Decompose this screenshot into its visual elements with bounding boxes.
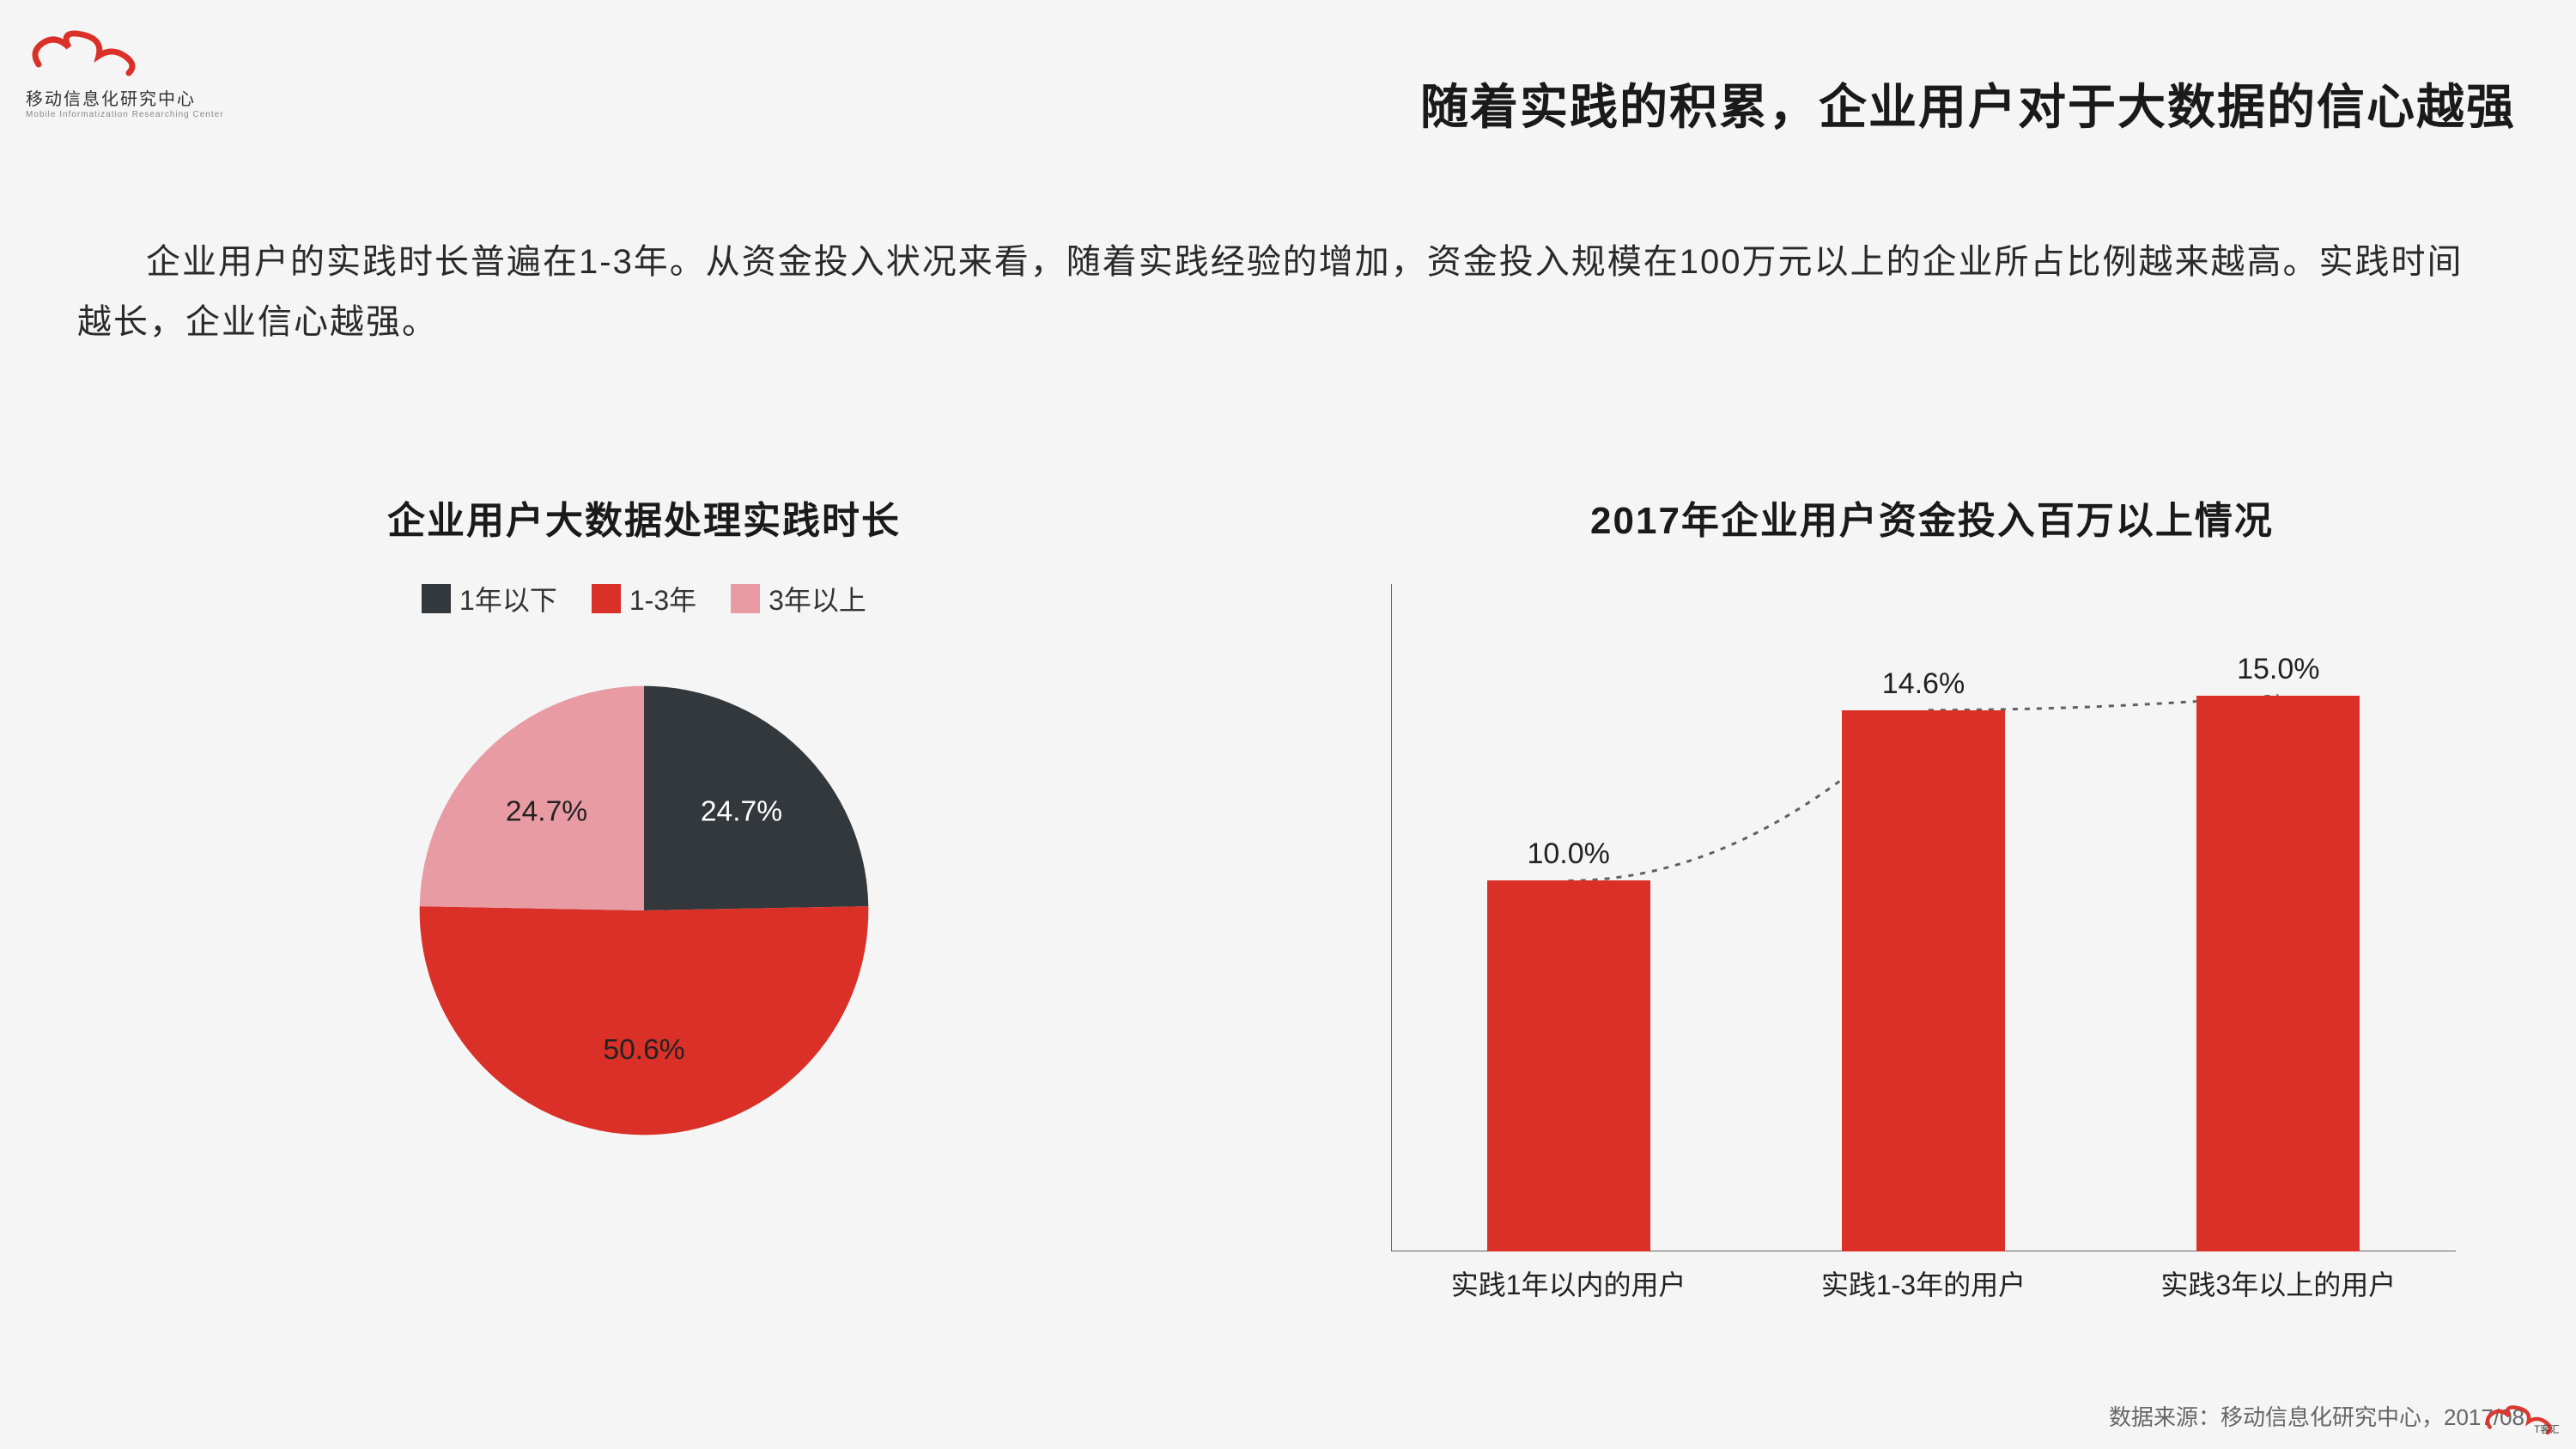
pie-svg: 24.7% 50.6% 24.7%	[404, 670, 884, 1151]
footer-logo-icon: T客汇	[2482, 1397, 2559, 1440]
page-title: 随着实践的积累，企业用户对于大数据的信心越强	[1420, 69, 2516, 138]
bar-chart-title: 2017年企业用户资金投入百万以上情况	[1288, 490, 2576, 545]
legend-label: 1-3年	[629, 579, 696, 618]
bar: 10.0%	[1487, 880, 1650, 1251]
bar-category-label: 实践3年以上的用户	[2101, 1263, 2456, 1303]
brand-logo: 移动信息化研究中心 Mobile Informatization Researc…	[26, 26, 249, 112]
logo-subtitle: 移动信息化研究中心	[26, 85, 249, 110]
svg-text:T客汇: T客汇	[2534, 1423, 2559, 1435]
bar-category-label: 实践1-3年的用户	[1746, 1263, 2100, 1303]
pie-slice-label: 24.7%	[506, 796, 587, 828]
pie-slice-label: 50.6%	[603, 1034, 684, 1066]
bar: 15.0%	[2196, 696, 2360, 1252]
logo-subtitle-en: Mobile Informatization Researching Cente…	[26, 110, 249, 119]
legend-item: 1年以下	[422, 579, 557, 618]
pie-chart-title: 企业用户大数据处理实践时长	[0, 490, 1288, 545]
bar-categories: 实践1年以内的用户实践1-3年的用户实践3年以上的用户	[1391, 1263, 2456, 1303]
chart-area: 企业用户大数据处理实践时长 1年以下1-3年3年以上 24.7%50.6%24.…	[0, 455, 2576, 1380]
bar-value-label: 15.0%	[2196, 653, 2360, 686]
body-paragraph: 企业用户的实践时长普遍在1-3年。从资金投入状况来看，随着实践经验的增加，资金投…	[77, 232, 2499, 352]
pie-slice-label: 24.7%	[701, 796, 782, 828]
pie-chart: 24.7% 50.6% 24.7%	[404, 670, 884, 1151]
legend-label: 3年以上	[769, 579, 866, 618]
logo-mark-icon	[26, 26, 146, 77]
legend-label: 1年以下	[459, 579, 557, 618]
pie-legend: 1年以下 1-3年 3年以上	[0, 579, 1288, 618]
bar: 14.6%	[1842, 710, 2005, 1251]
bar-value-label: 10.0%	[1487, 837, 1650, 871]
data-source-footer: 数据来源：移动信息化研究中心，2017/08	[2109, 1400, 2524, 1432]
legend-item: 3年以上	[731, 579, 866, 618]
legend-swatch	[422, 584, 451, 613]
bar-value-label: 14.6%	[1842, 667, 2005, 701]
legend-swatch	[731, 584, 760, 613]
bar-chart: 10.0%14.6%15.0% 实践1年以内的用户实践1-3年的用户实践3年以上…	[1391, 584, 2456, 1251]
legend-item: 1-3年	[592, 579, 696, 618]
pie-slice	[420, 906, 869, 1135]
bar-group: 10.0% 14.6% 15.0%	[1391, 584, 2456, 1251]
bar-category-label: 实践1年以内的用户	[1391, 1263, 1746, 1303]
pie-chart-panel: 企业用户大数据处理实践时长 1年以下1-3年3年以上 24.7%50.6%24.…	[0, 455, 1288, 1380]
legend-swatch	[592, 584, 621, 613]
bar-chart-panel: 2017年企业用户资金投入百万以上情况 10.0% 14.6% 15.0% 实践1年…	[1288, 455, 2576, 1380]
